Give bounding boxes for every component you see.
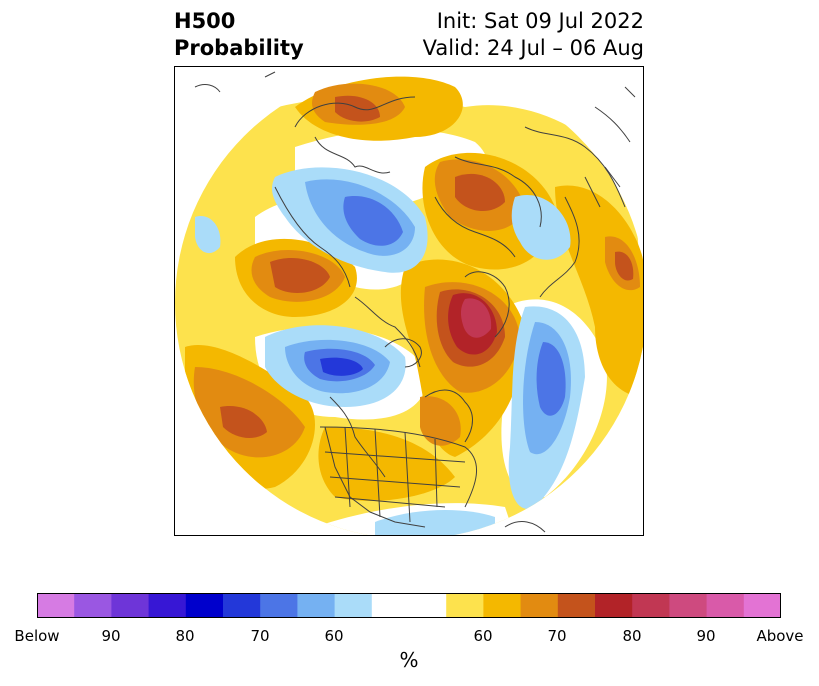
tick-above-60: 60 [473,627,493,645]
tick-below-80: 80 [175,627,195,645]
colorbar-outline [37,593,781,618]
tick-above-80: 80 [622,627,642,645]
colorbar-cell [409,593,447,618]
init-date: Init: Sat 09 Jul 2022 [436,9,644,33]
coastlines [194,71,636,533]
colorbar-cell [706,593,745,618]
colorbar-cell [557,593,596,618]
colorbar-cell [483,593,522,618]
colorbar-cell [446,593,484,618]
title-product: Probability [174,36,304,60]
tick-below: Below [14,627,60,645]
tick-above-70: 70 [547,627,567,645]
colorbar-cell [334,593,373,618]
colorbar-cell [74,593,112,618]
probability-field [175,67,643,535]
title-block-right: Init: Sat 09 Jul 2022 Valid: 24 Jul – 06… [423,8,644,62]
tick-below-90: 90 [101,627,121,645]
colorbar-cell [371,593,410,618]
colorbar-cell [632,593,670,618]
colorbar [37,593,781,618]
tick-above-90: 90 [696,627,716,645]
map-canvas [175,67,643,535]
colorbar-cell [223,593,261,618]
colorbar-cell [595,593,633,618]
probability-map [174,66,644,536]
tick-below-60: 60 [324,627,344,645]
tick-above: Above [756,627,804,645]
title-variable: H500 [174,9,236,33]
tick-below-70: 70 [250,627,270,645]
title-block-left: H500 Probability [174,8,304,62]
colorbar-cell [111,593,150,618]
colorbar-cell [148,593,187,618]
colorbar-cell [185,593,224,618]
colorbar-cell [297,593,336,618]
colorbar-unit: % [399,648,419,672]
colorbar-cell [260,593,298,618]
colorbar-cell [520,593,559,618]
valid-range: Valid: 24 Jul – 06 Aug [422,36,644,60]
colorbar-cell [669,593,708,618]
colorbar-cell [743,593,781,618]
colorbar-cell [37,593,75,618]
